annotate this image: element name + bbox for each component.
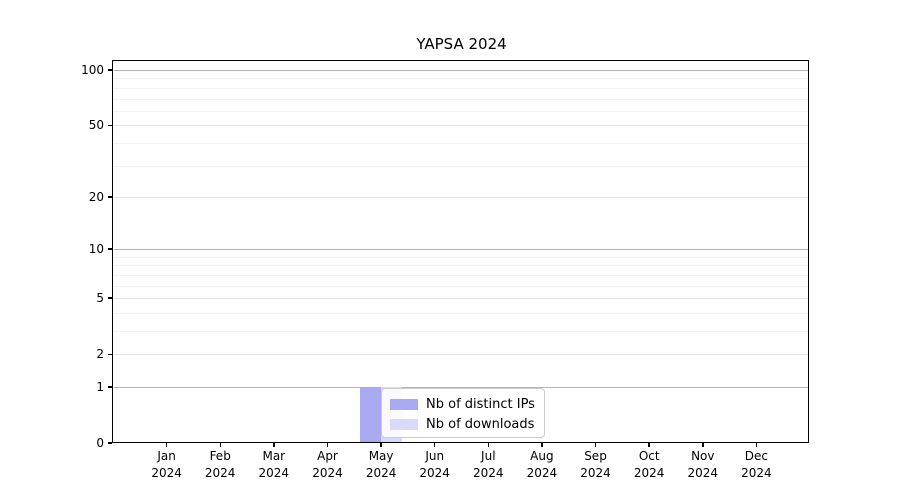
gridline-minor — [114, 87, 808, 89]
x-tick — [648, 443, 650, 447]
gridline-major-emphasized — [114, 70, 808, 71]
x-tick-label-line: Sep — [584, 449, 607, 463]
x-tick — [165, 443, 168, 447]
legend: Nb of distinct IPs Nb of downloads — [381, 388, 545, 438]
y-tick-label: 2 — [96, 347, 104, 362]
x-tick-label: Sep 2024 — [564, 448, 628, 482]
gridline-minor — [114, 142, 808, 144]
legend-swatch-distinct-ips-icon — [390, 398, 418, 410]
x-tick-label: Mar 2024 — [242, 448, 306, 482]
x-tick — [273, 443, 275, 447]
x-tick — [487, 443, 490, 447]
gridline-minor — [114, 98, 808, 100]
y-tick — [108, 353, 112, 355]
bar-distinct-ips — [359, 387, 381, 442]
chart-title: YAPSA 2024 — [416, 35, 507, 53]
x-tick-label-line: Jun — [425, 449, 445, 463]
x-tick-label-line: Mar — [262, 449, 286, 463]
gridline-major — [114, 125, 808, 127]
x-tick-label: Feb 2024 — [188, 448, 252, 482]
x-tick-label-line: 2024 — [365, 466, 397, 480]
x-tick-label: Aug 2024 — [510, 448, 574, 482]
x-tick — [541, 443, 543, 447]
gridline-minor — [114, 78, 808, 80]
gridline-major-emphasized — [114, 387, 808, 388]
y-tick-label: 20 — [88, 189, 104, 204]
x-tick-label-line: 2024 — [151, 466, 182, 480]
x-tick-label-line: 2024 — [312, 466, 343, 480]
x-tick-label-line: Aug — [530, 449, 554, 463]
gridline-minor — [114, 110, 808, 112]
x-tick-label: Apr 2024 — [296, 448, 360, 482]
gridline-minor — [114, 312, 808, 314]
x-tick-label-line: Feb — [209, 449, 231, 463]
x-tick-label-line: Dec — [744, 449, 768, 463]
x-tick-label: Nov 2024 — [671, 448, 735, 482]
x-tick — [755, 443, 758, 447]
x-tick-label-line: Oct — [638, 449, 660, 463]
x-tick — [380, 443, 382, 447]
x-tick-label: Jun 2024 — [403, 448, 467, 482]
y-tick-label: 5 — [96, 291, 104, 306]
x-tick-label-line: 2024 — [419, 466, 450, 480]
y-tick — [108, 297, 112, 299]
legend-swatch-downloads-icon — [390, 418, 418, 430]
legend-item-distinct-ips: Nb of distinct IPs — [390, 394, 544, 414]
x-tick-label-line: 2024 — [687, 466, 719, 480]
y-tick — [108, 69, 112, 71]
x-tick — [326, 443, 329, 447]
gridline-major — [114, 354, 808, 356]
y-tick — [108, 196, 112, 198]
y-tick-label: 1 — [96, 380, 104, 394]
gridline-minor — [114, 274, 808, 276]
x-tick-label-line: Jan — [157, 449, 176, 463]
y-tick-label: 50 — [88, 118, 104, 133]
x-tick-label: Oct 2024 — [617, 448, 681, 482]
y-tick-label: 0 — [96, 436, 104, 450]
plot-border — [112, 60, 809, 443]
x-tick-label-line: May — [368, 449, 394, 463]
x-tick-label-line: 2024 — [473, 466, 504, 480]
x-tick-label-line: 2024 — [633, 466, 665, 480]
gridline-major — [114, 298, 808, 300]
x-tick-label-line: Nov — [691, 449, 715, 463]
legend-label-distinct-ips: Nb of distinct IPs — [426, 396, 535, 412]
gridline-major-emphasized — [114, 249, 808, 251]
gridline-minor — [114, 165, 808, 167]
legend-item-downloads: Nb of downloads — [390, 414, 544, 434]
x-tick-label-line: Jul — [481, 449, 496, 463]
x-tick-label-line: 2024 — [741, 466, 772, 480]
x-tick — [433, 443, 436, 447]
x-tick-label: May 2024 — [349, 448, 413, 482]
x-tick-label: Jul 2024 — [456, 448, 520, 482]
x-tick-label: Dec 2024 — [724, 448, 788, 482]
x-tick-label-line: 2024 — [258, 466, 290, 480]
y-tick — [108, 442, 112, 444]
x-tick — [702, 443, 704, 447]
x-tick-label: Jan 2024 — [135, 448, 199, 482]
y-tick — [108, 124, 112, 126]
x-tick-label-line: Apr — [317, 449, 338, 463]
gridline-minor — [114, 256, 808, 258]
x-tick-label-line: 2024 — [580, 466, 611, 480]
gridline-minor — [114, 265, 808, 267]
y-tick-label: 100 — [81, 63, 104, 77]
gridline-minor — [114, 331, 808, 332]
y-tick-label: 10 — [88, 242, 104, 257]
y-tick — [108, 386, 112, 388]
x-tick-label-line: 2024 — [526, 466, 558, 480]
x-tick — [219, 443, 221, 447]
x-tick — [594, 443, 597, 447]
y-tick — [108, 248, 112, 250]
x-tick-label-line: 2024 — [204, 466, 236, 480]
gridline-major — [114, 196, 808, 198]
legend-label-downloads: Nb of downloads — [426, 416, 535, 432]
gridline-minor — [114, 285, 808, 287]
